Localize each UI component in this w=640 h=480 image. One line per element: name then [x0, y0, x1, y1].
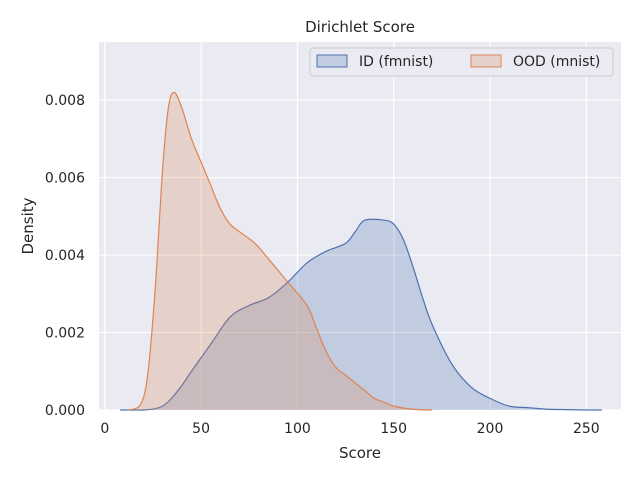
- y-tick-label: 0.006: [45, 171, 85, 187]
- y-tick-label: 0.008: [45, 93, 85, 109]
- series-area-0: [120, 219, 602, 410]
- y-tick-label: 0.000: [45, 403, 85, 419]
- x-tick-label: 0: [100, 421, 109, 437]
- series-area-1: [127, 92, 433, 410]
- y-tick-labels: 0.000 0.002 0.004 0.006 0.008: [45, 93, 85, 419]
- plot-background: [99, 42, 621, 410]
- x-tick-label: 200: [477, 421, 504, 437]
- legend-label-ood: OOD (mnist): [513, 54, 600, 70]
- y-tick-label: 0.004: [45, 248, 85, 264]
- x-tick-label: 100: [284, 421, 311, 437]
- series-line-0: [120, 218, 602, 411]
- x-tick-labels: 0 50 100 150 200 250: [100, 421, 599, 437]
- x-axis-label: Score: [339, 444, 381, 462]
- y-tick-label: 0.002: [45, 326, 85, 342]
- series-line-1: [127, 91, 433, 411]
- legend: ID (fmnist) OOD (mnist): [309, 47, 614, 77]
- y-axis-label: Density: [19, 197, 37, 254]
- legend-box: [309, 47, 614, 77]
- legend-swatch-id: [316, 54, 348, 68]
- x-tick-label: 150: [380, 421, 407, 437]
- x-tick-label: 50: [192, 421, 210, 437]
- density-areas: [120, 91, 602, 411]
- legend-label-id: ID (fmnist): [359, 54, 433, 70]
- x-tick-label: 250: [573, 421, 600, 437]
- grid: [99, 42, 621, 411]
- chart-title: Dirichlet Score: [305, 18, 415, 36]
- legend-swatch-ood: [470, 54, 502, 68]
